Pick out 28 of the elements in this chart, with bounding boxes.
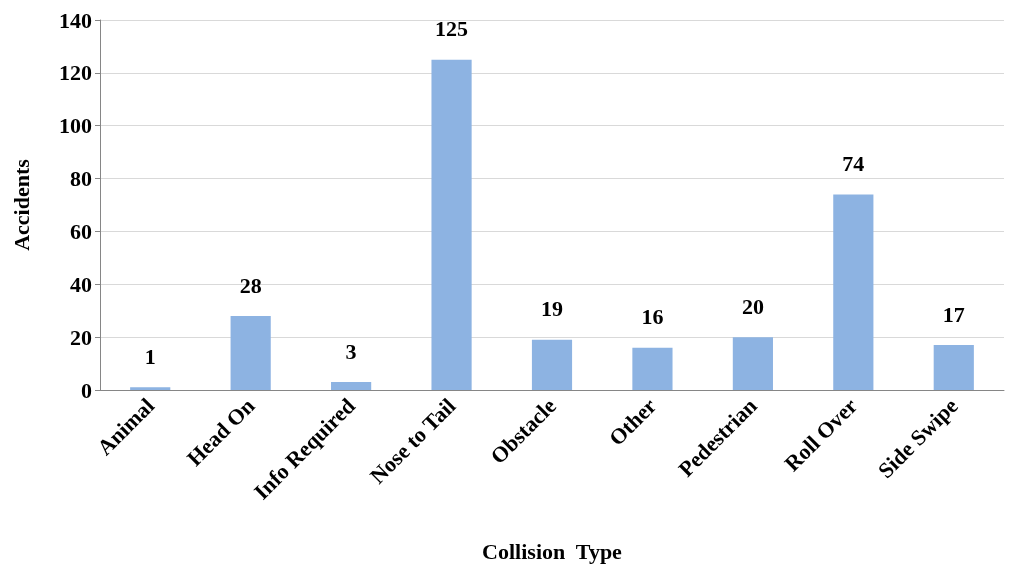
data-label: 74: [842, 150, 865, 176]
data-label: 125: [435, 16, 469, 42]
bar: [732, 337, 773, 390]
bar: [531, 339, 573, 390]
y-axis-title: Accidents: [8, 158, 34, 251]
data-label: 16: [641, 304, 664, 330]
data-label: 28: [239, 272, 262, 298]
y-tick-label: 40: [70, 271, 92, 297]
data-label: 19: [541, 296, 563, 322]
y-tick-label: 20: [70, 324, 92, 350]
bar: [230, 316, 271, 390]
y-tick-label: 140: [59, 7, 92, 33]
y-tick-label: 100: [59, 113, 92, 139]
y-tick-label: 120: [59, 60, 92, 86]
data-label: 17: [942, 301, 965, 327]
data-label: 3: [345, 338, 357, 364]
bar: [933, 345, 974, 390]
y-tick-label: 80: [70, 166, 92, 192]
data-label: 20: [741, 293, 764, 319]
data-label: 1: [144, 343, 156, 369]
bar: [632, 347, 673, 390]
x-axis-title: Collision Type: [482, 538, 623, 564]
y-tick-label: 60: [70, 218, 92, 244]
bar: [833, 194, 874, 390]
bar: [431, 59, 472, 390]
y-tick-label: 0: [81, 377, 92, 403]
bar: [130, 387, 171, 390]
bar: [331, 382, 372, 390]
